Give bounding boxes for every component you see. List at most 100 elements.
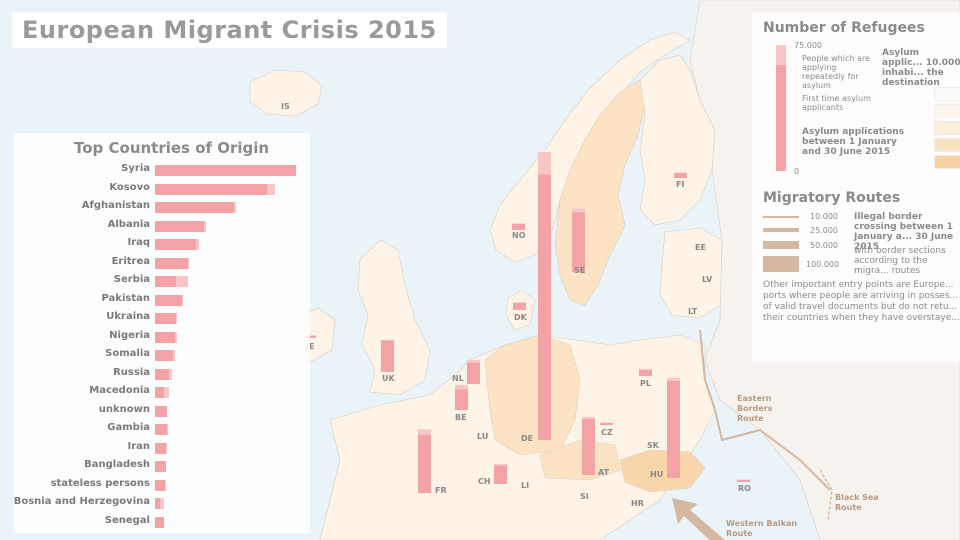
origin-row: Syria [14,161,314,179]
country-bar-repeat-no [512,223,525,225]
origin-bar-repeat [188,257,189,269]
origin-bar-repeat [234,202,236,213]
repeat-label: People which are applying repeatedly for… [802,54,870,90]
route-label-western-balkan: Western Balkan Route [726,519,798,538]
origin-name: Pakistan [101,292,151,304]
routes-legend-title: Migratory Routes [763,190,901,206]
origin-bar-first [155,276,176,287]
origin-row: Pakistan [14,291,314,309]
refugees-legend-title: Number of Refugees [763,20,925,36]
density-swatches [934,87,960,172]
country-bar-first-fi [674,172,687,178]
origin-row: Iran [14,439,314,457]
country-label-cz: CZ [601,428,613,437]
origin-name: Gambia [107,422,150,433]
origin-row: Kosovo [14,180,314,198]
origin-row: Albania [14,217,314,235]
origin-name: Syria [121,163,150,174]
origin-name: Eritrea [111,255,150,267]
country-bar-first-no [512,224,525,230]
scale-top-label: 75.000 [794,41,822,50]
country-bar-repeat-fr [418,429,431,436]
origin-name: Iran [127,440,150,452]
route-step-3: 50.000 [810,241,838,250]
country-label-no: NO [512,231,526,240]
origin-bar-first [155,257,188,269]
border-sections-label: with border sections according to the mi… [854,246,946,276]
country-bar-first-cz [600,423,613,425]
origin-bar-first [155,165,296,176]
origin-name: Bosnia and Herzegovina [13,496,150,507]
period-label: Asylum applications between 1 January an… [802,127,905,157]
route-swatch-3 [763,241,799,249]
country-label-fi: FI [676,180,685,189]
country-bar-repeat-hu [667,377,680,381]
land-iceland [249,69,323,117]
origin-bar-first [155,294,182,306]
origin-bar-repeat [176,313,177,324]
origin-name: Serbia [113,274,150,285]
density-swatch [934,121,960,135]
origin-bar-first [155,516,164,528]
origin-row: Afghanistan [14,198,314,216]
country-label-si: SI [580,492,589,501]
origin-bar-repeat [267,183,275,195]
country-bar-repeat-be [455,384,468,390]
origin-row: Ukraina [14,309,314,327]
density-swatch [934,87,960,101]
country-bar-first-ch [494,465,507,484]
country-bar-repeat-se [572,208,585,213]
origin-bar-first [155,239,196,250]
route-label-black-sea: Black Sea Route [835,493,879,512]
country-label-dk: DK [514,313,527,322]
origin-name: Afghanistan [81,200,150,211]
country-bars [303,152,750,493]
origin-row: Senegal [14,513,314,531]
density-title: Asylum applic... 10.000 inhabi... the de… [882,48,960,88]
origin-bar-first [155,387,164,398]
origin-row: Gambia [14,420,314,438]
country-bar-first-ro [737,479,750,482]
origin-row: Somalia [14,346,314,364]
country-bar-first-dk [513,302,526,310]
country-label-li: LI [521,481,530,490]
land-uk [357,239,431,396]
country-label-de: DE [521,434,534,443]
route-black-sea [819,469,833,521]
origin-row: Macedonia [14,383,314,401]
country-label-be: BE [455,413,467,422]
country-label-uk: UK [382,374,395,383]
origin-bar-repeat [164,387,169,398]
route-swatch-4 [763,256,799,272]
country-bar-repeat-dk [513,302,526,303]
country-label-hr: HR [631,499,644,508]
density-swatch [934,104,960,118]
origin-name: unknown [98,403,150,415]
legend-scale-repeat [776,45,786,65]
density-swatch [934,155,960,169]
origin-title: Top Countries of Origin [74,139,270,157]
origin-name: Ukraina [106,311,150,322]
origin-bar-first [155,405,167,417]
origin-bar-repeat [196,239,199,250]
country-bar-repeat-ch [494,464,507,466]
origin-bar-first [155,183,267,195]
route-swatch-1 [763,216,799,218]
origin-name: stateless persons [50,477,150,489]
origin-row: Iraq [14,235,314,253]
origin-bar-repeat [204,220,206,232]
origin-bar-first [155,220,204,232]
land-germany [484,334,581,456]
origin-name: Nigeria [109,329,150,341]
country-label-is: IS [281,102,290,111]
origin-bar-first [155,461,166,472]
country-bar-first-hu [667,380,680,478]
origin-bar-first [155,498,160,509]
origin-name: Macedonia [89,385,150,396]
country-label-ch: CH [478,477,491,486]
density-swatch [934,138,960,152]
origin-bar-repeat [160,498,164,509]
route-step-4: 100.000 [806,260,840,269]
legend-panel: Number of Refugees 75.000 0 People which… [752,12,960,362]
origin-name: Somalia [105,348,150,359]
